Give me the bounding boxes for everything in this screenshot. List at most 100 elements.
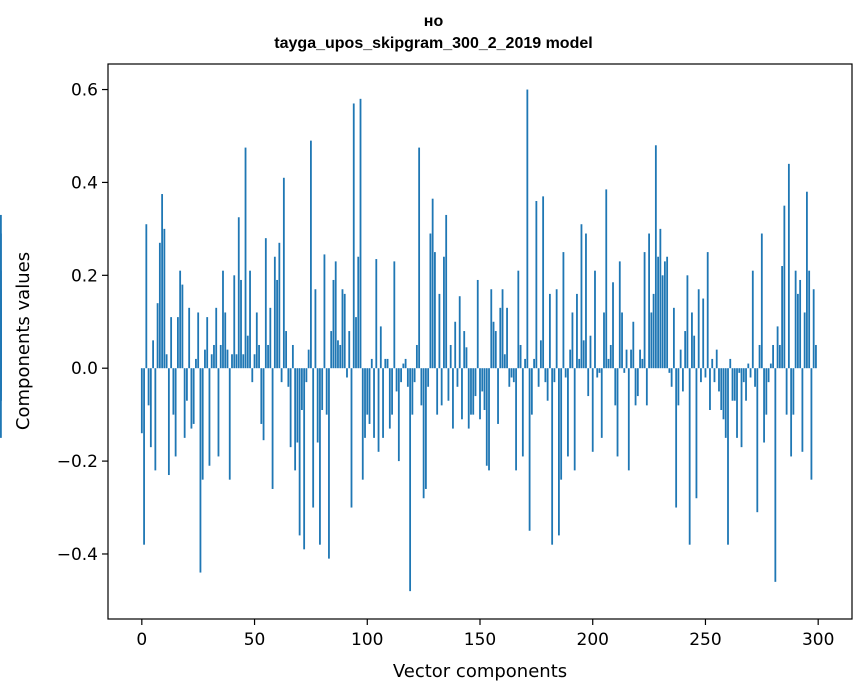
bar-103 (373, 368, 375, 438)
bar-211 (616, 368, 619, 457)
bar-227 (652, 293, 655, 369)
bar-259 (724, 368, 727, 438)
bar-218 (632, 321, 635, 369)
bar-176 (537, 368, 540, 387)
y-axis-ticks: −0.4 −0.2 0.0 0.2 0.4 0.6 (57, 81, 108, 565)
bar-149 (476, 279, 479, 369)
bar-288 (790, 368, 793, 457)
bar-196 (582, 340, 585, 369)
bar-157 (494, 331, 497, 369)
bar-112 (393, 261, 396, 369)
bar-30 (208, 368, 211, 466)
bar-233 (666, 256, 669, 369)
bar-254 (713, 368, 716, 383)
bar-230 (659, 228, 662, 369)
bar-90 (343, 293, 346, 369)
bar-66 (289, 368, 292, 448)
bar-187 (562, 252, 565, 369)
y-tick-label: −0.2 (57, 452, 98, 472)
bar-101 (368, 368, 371, 424)
bar-78 (316, 368, 319, 443)
bar-242 (686, 275, 689, 369)
bar-76 (312, 368, 315, 508)
bar-124 (420, 368, 423, 406)
bar-51 (255, 312, 258, 369)
bar-123 (418, 147, 421, 369)
bar-99 (364, 368, 366, 438)
bar-192 (573, 368, 576, 471)
bar-19 (183, 368, 186, 438)
bar-128 (429, 233, 432, 369)
bar-282 (776, 326, 779, 369)
bar-36 (222, 270, 224, 369)
y-tick-label: 0.2 (71, 266, 98, 286)
bar-118 (406, 368, 409, 387)
bar-148 (474, 368, 477, 397)
x-axis-label: Vector components (393, 661, 567, 682)
bar-84 (330, 331, 333, 369)
bar-8 (158, 242, 161, 369)
bar-17 (179, 270, 182, 369)
bar-121 (413, 368, 416, 383)
bar-5 (152, 340, 154, 369)
bar-174 (533, 358, 536, 369)
bar-79 (319, 368, 321, 545)
bar-198 (587, 368, 590, 397)
bar-234 (668, 368, 671, 373)
bar-194 (578, 358, 581, 369)
bar-63 (282, 177, 285, 369)
bar-177 (539, 340, 542, 369)
bar-70 (298, 368, 301, 536)
bar-undefined (0, 270, 2, 369)
bar-269 (747, 363, 750, 369)
x-tick-label: 0 (136, 630, 147, 650)
bar-296 (808, 270, 811, 369)
bar-141 (458, 296, 461, 369)
bar-279 (769, 363, 772, 369)
x-tick-label: 50 (244, 630, 266, 650)
bar-154 (488, 368, 490, 471)
bar-32 (213, 344, 215, 369)
bar-206 (605, 189, 608, 369)
bar-138 (452, 368, 454, 429)
bar-73 (305, 368, 308, 383)
bar-222 (641, 358, 644, 369)
bar-38 (226, 349, 229, 369)
y-tick-label: −0.4 (57, 545, 98, 565)
bar-161 (503, 354, 506, 369)
bar-105 (377, 368, 380, 452)
bar-89 (341, 289, 344, 369)
bar-281 (774, 368, 777, 582)
bar-151 (481, 368, 484, 392)
bar-9 (161, 194, 164, 369)
bar-102 (370, 358, 373, 369)
bar-159 (499, 307, 502, 369)
bar-265 (738, 368, 741, 373)
bar-251 (706, 252, 709, 369)
bar-292 (799, 279, 802, 369)
bar-46 (244, 147, 247, 369)
x-tick-label: 200 (577, 630, 609, 650)
bar-266 (740, 368, 743, 448)
chart-title: но (423, 13, 444, 30)
bar-235 (670, 368, 673, 387)
bar-250 (704, 368, 707, 378)
bar-67 (291, 344, 294, 369)
bar-244 (691, 312, 693, 369)
bar-289 (792, 368, 795, 415)
bar-26 (199, 368, 202, 573)
bar-41 (233, 275, 236, 369)
bar-28 (204, 349, 206, 369)
bar-224 (645, 368, 648, 406)
bar-130 (434, 252, 436, 369)
bar-4 (149, 368, 152, 448)
bar-245 (693, 335, 696, 369)
bar-270 (749, 368, 752, 378)
bar-43 (237, 217, 240, 369)
bar-20 (186, 368, 188, 401)
bar-132 (438, 293, 441, 369)
bar-64 (285, 331, 288, 369)
bar-172 (528, 368, 531, 531)
bars-group (0, 89, 817, 592)
